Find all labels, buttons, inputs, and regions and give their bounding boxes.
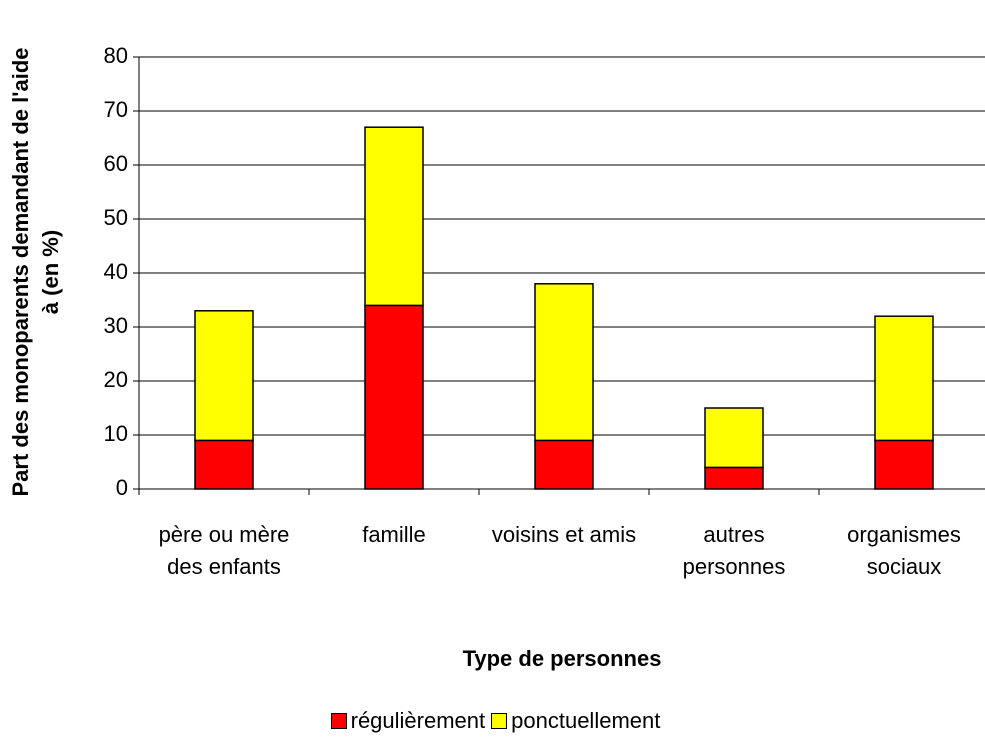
- y-tick-label: 80: [104, 43, 128, 68]
- y-tick-label: 0: [116, 475, 128, 500]
- y-tick-label: 10: [104, 421, 128, 446]
- legend-label: régulièrement: [350, 708, 486, 733]
- bar-segment: [704, 407, 764, 469]
- legend-swatch: [330, 713, 347, 729]
- legend-label: ponctuellement: [511, 708, 661, 733]
- y-axis-title: à (en %): [38, 230, 63, 314]
- y-tick-label: 30: [104, 313, 128, 338]
- x-tick-label: autres personnes: [682, 522, 786, 579]
- bar-segment: [194, 439, 254, 490]
- x-tick-label: famille: [362, 522, 426, 547]
- y-tick-label: 20: [104, 367, 128, 392]
- bar-segment: [704, 466, 764, 490]
- y-axis-title: Part des monoparents demandant de l'aide: [8, 47, 33, 496]
- y-tick-label: 40: [104, 259, 128, 284]
- bar-segment: [874, 439, 934, 490]
- bar-segment: [874, 315, 934, 442]
- bar-segment: [534, 283, 594, 442]
- bar-segment: [534, 439, 594, 490]
- x-tick-label: voisins et amis: [491, 522, 637, 547]
- legend-swatch: [491, 713, 508, 729]
- y-tick-label: 50: [104, 205, 128, 230]
- legend: régulièrement ponctuellement: [0, 708, 985, 734]
- x-axis-title: Type de personnes: [462, 646, 662, 671]
- bar-segment: [364, 126, 424, 307]
- bar-segment: [194, 310, 254, 442]
- y-tick-label: 60: [104, 151, 128, 176]
- x-tick-label: organismes sociaux: [847, 522, 961, 579]
- y-tick-label: 70: [104, 97, 128, 122]
- x-tick-label: père ou mère des enfants: [158, 522, 290, 579]
- bar-segment: [364, 304, 424, 490]
